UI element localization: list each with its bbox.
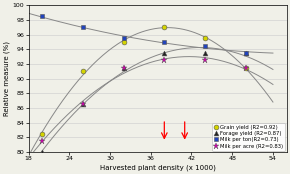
X-axis label: Harvested plant density (x 1000): Harvested plant density (x 1000)	[99, 164, 215, 171]
Y-axis label: Relative measure (%): Relative measure (%)	[3, 41, 10, 116]
Legend: Grain yield (R2=0.92), Forage yield (R2=0.87), Milk per ton(R2=0.73), Milk per a: Grain yield (R2=0.92), Forage yield (R2=…	[212, 123, 285, 151]
